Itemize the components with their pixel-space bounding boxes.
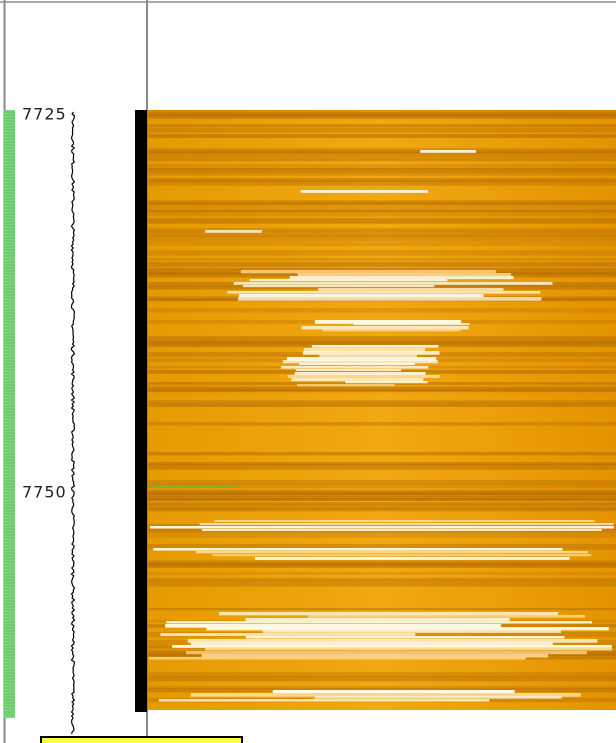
log-plot: 7725 7750: [0, 0, 616, 743]
streak: [148, 152, 616, 158]
streak: [148, 608, 616, 610]
streak: [148, 676, 616, 681]
streak: [196, 551, 588, 553]
log-curve: [72, 112, 75, 734]
streak: [148, 508, 616, 511]
streak: [148, 114, 616, 119]
streak: [205, 230, 262, 233]
scale-box[interactable]: [41, 737, 242, 743]
streak: [153, 548, 562, 551]
depth-label: 7750: [22, 483, 67, 502]
streak: [186, 651, 587, 654]
streak: [148, 582, 616, 587]
log-viewer: 7725 7750: [0, 0, 616, 743]
streak: [148, 404, 616, 407]
streak: [288, 375, 440, 378]
streak: [148, 308, 616, 313]
streak: [148, 258, 616, 261]
streak: [148, 128, 616, 133]
streak: [148, 572, 616, 575]
streak: [148, 168, 616, 173]
streak: [148, 532, 616, 538]
streak: [166, 621, 592, 623]
streak: [250, 279, 447, 281]
streak: [219, 612, 558, 615]
streak: [191, 642, 553, 645]
streak: [206, 627, 608, 630]
streak: [238, 297, 541, 301]
streak: [214, 520, 594, 522]
streak: [205, 648, 612, 650]
streak: [255, 557, 569, 560]
streak: [148, 564, 616, 566]
streak: [239, 294, 483, 297]
streak: [148, 250, 616, 256]
streak: [304, 348, 425, 351]
streak: [243, 285, 434, 287]
streak: [345, 381, 427, 383]
streak: [227, 291, 540, 294]
streak: [234, 282, 553, 285]
streak: [301, 190, 428, 193]
streak: [148, 580, 616, 582]
streak: [291, 378, 423, 381]
streak: [148, 228, 616, 230]
streak: [281, 366, 428, 369]
streak: [148, 262, 616, 267]
streak: [148, 242, 616, 246]
streak: [308, 615, 585, 618]
streak: [283, 360, 438, 363]
streak: [323, 329, 461, 331]
streak: [202, 529, 602, 531]
streak: [148, 180, 616, 186]
depth-label: 7725: [22, 105, 67, 124]
streak: [160, 633, 415, 636]
streak: [246, 636, 565, 638]
streak: [172, 645, 612, 648]
streak: [241, 270, 496, 273]
streak: [148, 212, 616, 217]
streak: [299, 363, 415, 365]
streak: [263, 630, 561, 633]
streak: [297, 384, 395, 386]
streak: [148, 202, 616, 206]
streak: [148, 210, 616, 212]
streak: [148, 498, 616, 501]
streak: [150, 526, 614, 529]
streak: [148, 172, 616, 176]
streak: [420, 150, 476, 153]
streak: [315, 696, 562, 699]
streak: [354, 323, 470, 325]
streak: [295, 372, 426, 375]
streak: [148, 422, 616, 426]
streak: [148, 218, 616, 224]
streak: [200, 523, 614, 525]
streak: [149, 657, 526, 660]
flag-track: [4, 110, 15, 718]
streak: [148, 236, 616, 242]
streak: [148, 402, 616, 404]
streak: [148, 134, 616, 138]
streak: [298, 273, 511, 276]
streak: [148, 452, 616, 455]
streak: [159, 699, 489, 702]
streak: [319, 354, 416, 357]
streak: [148, 124, 616, 127]
streak: [290, 276, 514, 279]
streak: [296, 369, 401, 371]
streak: [148, 158, 616, 161]
streak: [302, 326, 469, 329]
borehole-image: [148, 110, 616, 710]
streak: [246, 618, 510, 621]
streak: [212, 554, 591, 556]
coverage-bar: [135, 110, 147, 712]
streak: [312, 345, 439, 348]
streak: [318, 288, 504, 291]
streak: [148, 464, 616, 470]
streak: [148, 390, 616, 392]
